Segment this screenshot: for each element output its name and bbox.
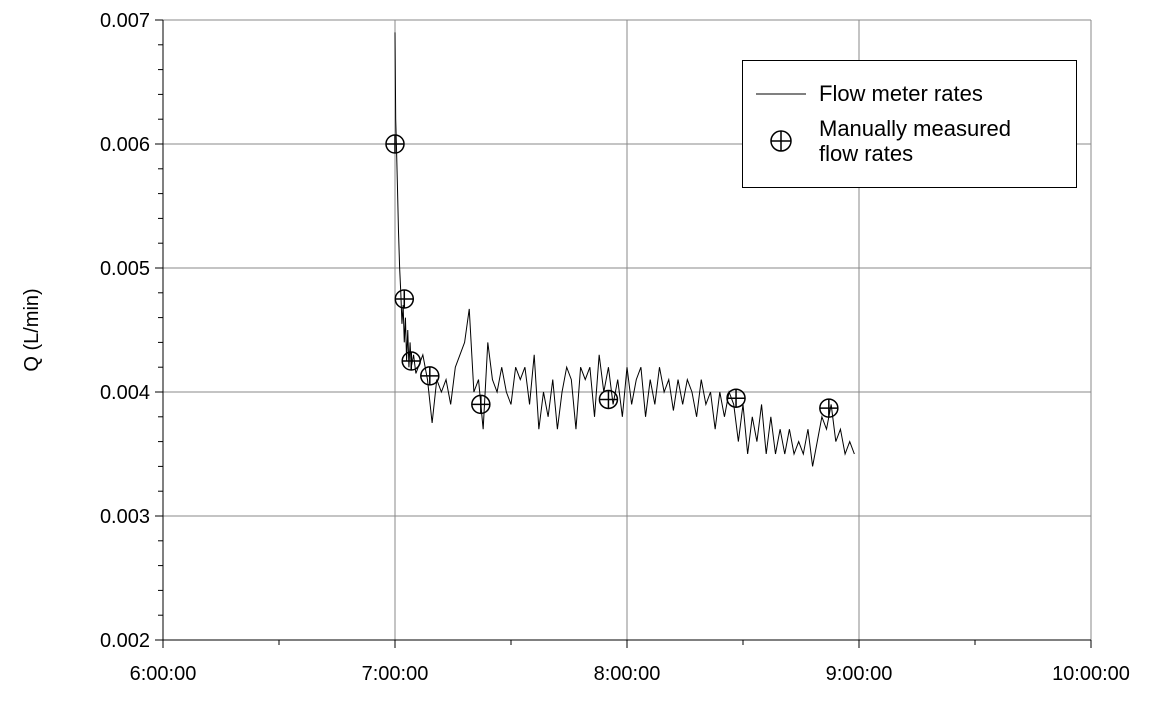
measured-point [819,398,839,418]
y-tick-label: 0.007 [100,10,150,32]
measured-point [385,134,405,154]
flow-line [394,32,855,467]
y-tick-label: 0.003 [100,506,150,528]
legend-entry: Manually measured flow rates [743,116,1049,166]
measured-point [471,394,491,415]
y-axis-label: Q (L/min) [21,288,43,371]
y-tick-label: 0.004 [100,382,150,404]
measured-point [401,351,421,371]
y-tick-label: 0.006 [100,134,150,156]
measured-point [420,366,440,386]
measured-point [726,388,746,408]
legend-entry: Flow meter rates [743,81,983,106]
measured-point [394,289,415,309]
y-tick-label: 0.002 [100,630,150,652]
y-tick-label: 0.005 [100,258,150,280]
x-tick-label: 9:00:00 [826,663,893,685]
legend-line [756,93,806,94]
legend-label: Manually measured flow rates [819,116,1011,166]
x-tick-label: 7:00:00 [362,663,429,685]
legend-label: Flow meter rates [819,81,983,106]
measured-point [598,389,619,410]
x-tick-label: 8:00:00 [594,663,661,685]
x-tick-label: 6:00:00 [130,663,197,685]
legend: Flow meter rates Manually measured flow … [742,60,1077,188]
legend-marker [770,130,792,152]
x-tick-label: 10:00:00 [1052,663,1130,685]
